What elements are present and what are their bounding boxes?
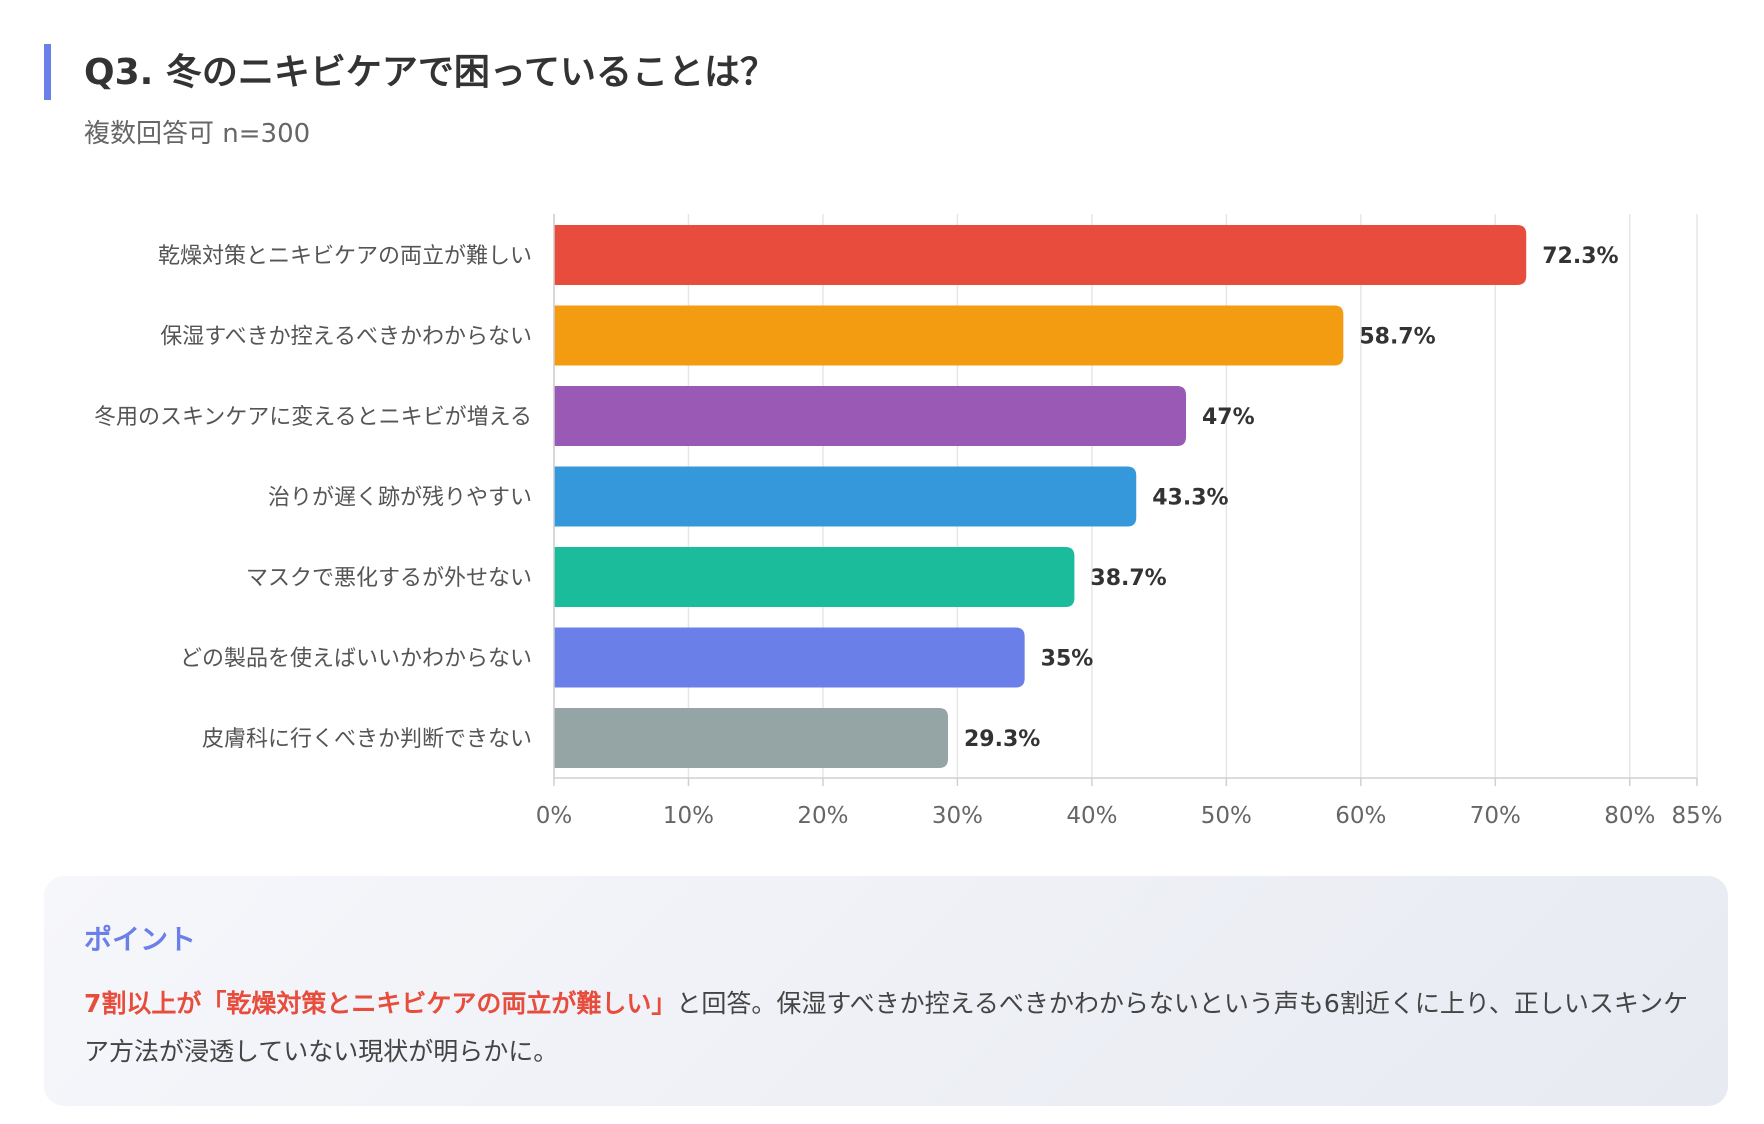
bar-chart: 72.3% 58.7% 47% 43.3% 38.7% 35% 29.3% 0% 10% 20%…	[94, 214, 1723, 829]
bar	[554, 547, 1075, 607]
category-label: 乾燥対策とニキビケアの両立が難しい	[158, 244, 532, 269]
bar-value-label: 38.7%	[1090, 566, 1166, 591]
x-tick-label: 70%	[1470, 803, 1521, 829]
category-label: 治りが遅く跡が残りやすい	[268, 486, 532, 511]
page-subtitle: 複数回答可 n=300	[84, 119, 311, 149]
category-label: マスクで悪化するが外せない	[246, 566, 532, 591]
title-accent-bar	[44, 44, 51, 100]
bar	[554, 386, 1187, 446]
x-tick-label: 85%	[1671, 803, 1722, 829]
bar-value-label: 47%	[1202, 405, 1255, 430]
x-tick-label: 30%	[932, 803, 983, 829]
bar-value-label: 35%	[1041, 647, 1094, 672]
bar-value-label: 72.3%	[1542, 244, 1618, 269]
page-title: Q3. 冬のニキビケアで困っていることは？	[84, 52, 777, 93]
bars: 72.3% 58.7% 47% 43.3% 38.7% 35% 29.3%	[554, 225, 1619, 768]
point-highlight: 7割以上が「乾燥対策とニキビケアの両立が難しい」	[84, 989, 677, 1018]
point-text: 7割以上が「乾燥対策とニキビケアの両立が難しい」と回答。保湿すべきか控えるべきか…	[84, 980, 1704, 1076]
x-tick-label: 10%	[663, 803, 714, 829]
bar	[554, 305, 1344, 366]
x-tick-label: 40%	[1066, 803, 1117, 829]
bar	[554, 708, 948, 768]
bar-value-label: 58.7%	[1359, 325, 1435, 350]
bar-value-label: 43.3%	[1152, 486, 1228, 511]
point-body: と回答。保湿すべきか控えるべきかわからないという声も6割近くに上り、正しいスキン…	[84, 989, 1689, 1066]
category-label: 皮膚科に行くべきか判断できない	[202, 727, 532, 752]
bar-value-label: 29.3%	[964, 727, 1040, 752]
category-label: 冬用のスキンケアに変えるとニキビが増える	[94, 405, 532, 430]
x-tick-label: 20%	[797, 803, 848, 829]
category-label: どの製品を使えばいいかわからない	[180, 647, 532, 672]
x-tick-label: 60%	[1335, 803, 1386, 829]
x-axis: 0% 10% 20% 30% 40% 50% 60% 70% 80% 85% 乾燥対策とニキビケアの…	[94, 214, 1723, 829]
point-panel: ポイント 7割以上が「乾燥対策とニキビケアの両立が難しい」と回答。保湿すべきか控…	[44, 876, 1728, 1106]
bar	[554, 627, 1025, 688]
x-tick-label: 50%	[1201, 803, 1252, 829]
point-heading: ポイント	[84, 923, 197, 956]
x-tick-label: 0%	[536, 803, 573, 829]
category-label: 保湿すべきか控えるべきかわからない	[160, 325, 532, 350]
bar	[554, 225, 1527, 285]
x-tick-label: 80%	[1604, 803, 1655, 829]
bar	[554, 466, 1137, 527]
